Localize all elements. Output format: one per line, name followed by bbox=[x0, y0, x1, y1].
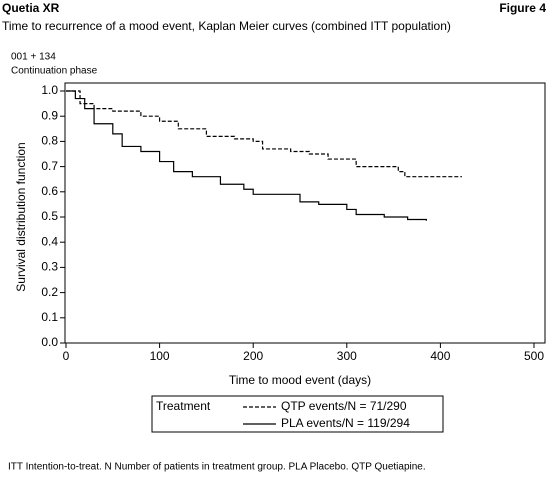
header-product: Quetia XR bbox=[2, 1, 60, 15]
y-tick-label: 0.7 bbox=[41, 159, 58, 173]
y-tick-label: 0.4 bbox=[41, 234, 58, 248]
annotation: Continuation phase bbox=[11, 66, 98, 77]
x-tick-label: 400 bbox=[430, 349, 450, 363]
footnote: ITT Intention-to-treat. N Number of pati… bbox=[8, 462, 426, 473]
plot-frame bbox=[64, 82, 546, 344]
y-tick-label: 0.0 bbox=[41, 335, 58, 349]
x-tick-label: 500 bbox=[524, 349, 544, 363]
chart-title: Time to recurrence of a mood event, Kapl… bbox=[2, 19, 451, 33]
x-tick-label: 300 bbox=[337, 349, 357, 363]
header-figure: Figure 4 bbox=[499, 1, 546, 15]
y-axis-label: Survival distribution function bbox=[14, 142, 28, 291]
y-tick-label: 0.2 bbox=[41, 285, 58, 299]
legend-title: Treatment bbox=[156, 399, 211, 413]
y-tick-label: 1.0 bbox=[41, 83, 58, 97]
survival-curve bbox=[66, 90, 427, 221]
y-tick-label: 0.6 bbox=[41, 184, 58, 198]
legend-label: PLA events/N = 119/294 bbox=[281, 416, 410, 430]
y-tick-label: 0.8 bbox=[41, 134, 58, 148]
x-axis-label: Time to mood event (days) bbox=[229, 373, 371, 387]
y-tick-label: 0.3 bbox=[41, 260, 58, 274]
annotation: 001 + 134 bbox=[11, 52, 56, 63]
legend-box bbox=[151, 395, 444, 433]
legend-label: QTP events/N = 71/290 bbox=[281, 399, 407, 413]
y-tick-label: 0.9 bbox=[41, 108, 58, 122]
x-tick-label: 0 bbox=[63, 349, 70, 363]
y-tick-label: 0.1 bbox=[41, 310, 58, 324]
x-tick-label: 200 bbox=[243, 349, 263, 363]
y-tick-label: 0.5 bbox=[41, 209, 58, 223]
x-tick-label: 100 bbox=[150, 349, 170, 363]
survival-curve bbox=[66, 90, 462, 178]
